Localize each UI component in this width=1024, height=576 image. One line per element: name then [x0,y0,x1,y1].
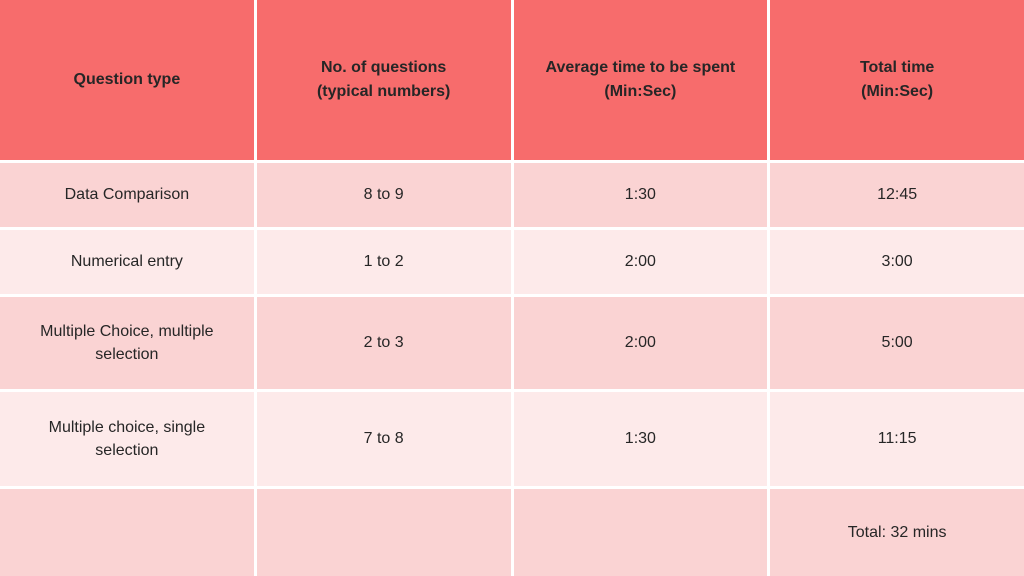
row-label-data-comparison: Data Comparison [0,163,254,227]
table-cell: 2 to 3 [256,297,511,389]
table-cell: 1:30 [513,392,768,486]
header-cell-total-time: Total time (Min:Sec) [770,0,1024,160]
table-cell: 5:00 [770,297,1024,389]
table-cell: 2:00 [513,230,768,294]
table-cell: 12:45 [770,163,1024,227]
table-cell: 8 to 9 [256,163,511,227]
table-cell: 1:30 [513,163,768,227]
table-cell: 2:00 [513,297,768,389]
header-cell-num-questions: No. of questions (typical numbers) [256,0,511,160]
row-label-multiple-choice-multiple: Multiple Choice, multiple selection [0,297,254,389]
table-cell [256,489,511,576]
table-cell [0,489,254,576]
header-cell-average-time: Average time to be spent (Min:Sec) [513,0,768,160]
table-cell: 1 to 2 [256,230,511,294]
row-label-numerical-entry: Numerical entry [0,230,254,294]
total-time-summary-cell: Total: 32 mins [770,489,1024,576]
row-label-multiple-choice-single: Multiple choice, single selection [0,392,254,486]
table-cell: 7 to 8 [256,392,511,486]
header-cell-question-type: Question type [0,0,254,160]
table-cell [513,489,768,576]
table-cell: 11:15 [770,392,1024,486]
table-cell: 3:00 [770,230,1024,294]
